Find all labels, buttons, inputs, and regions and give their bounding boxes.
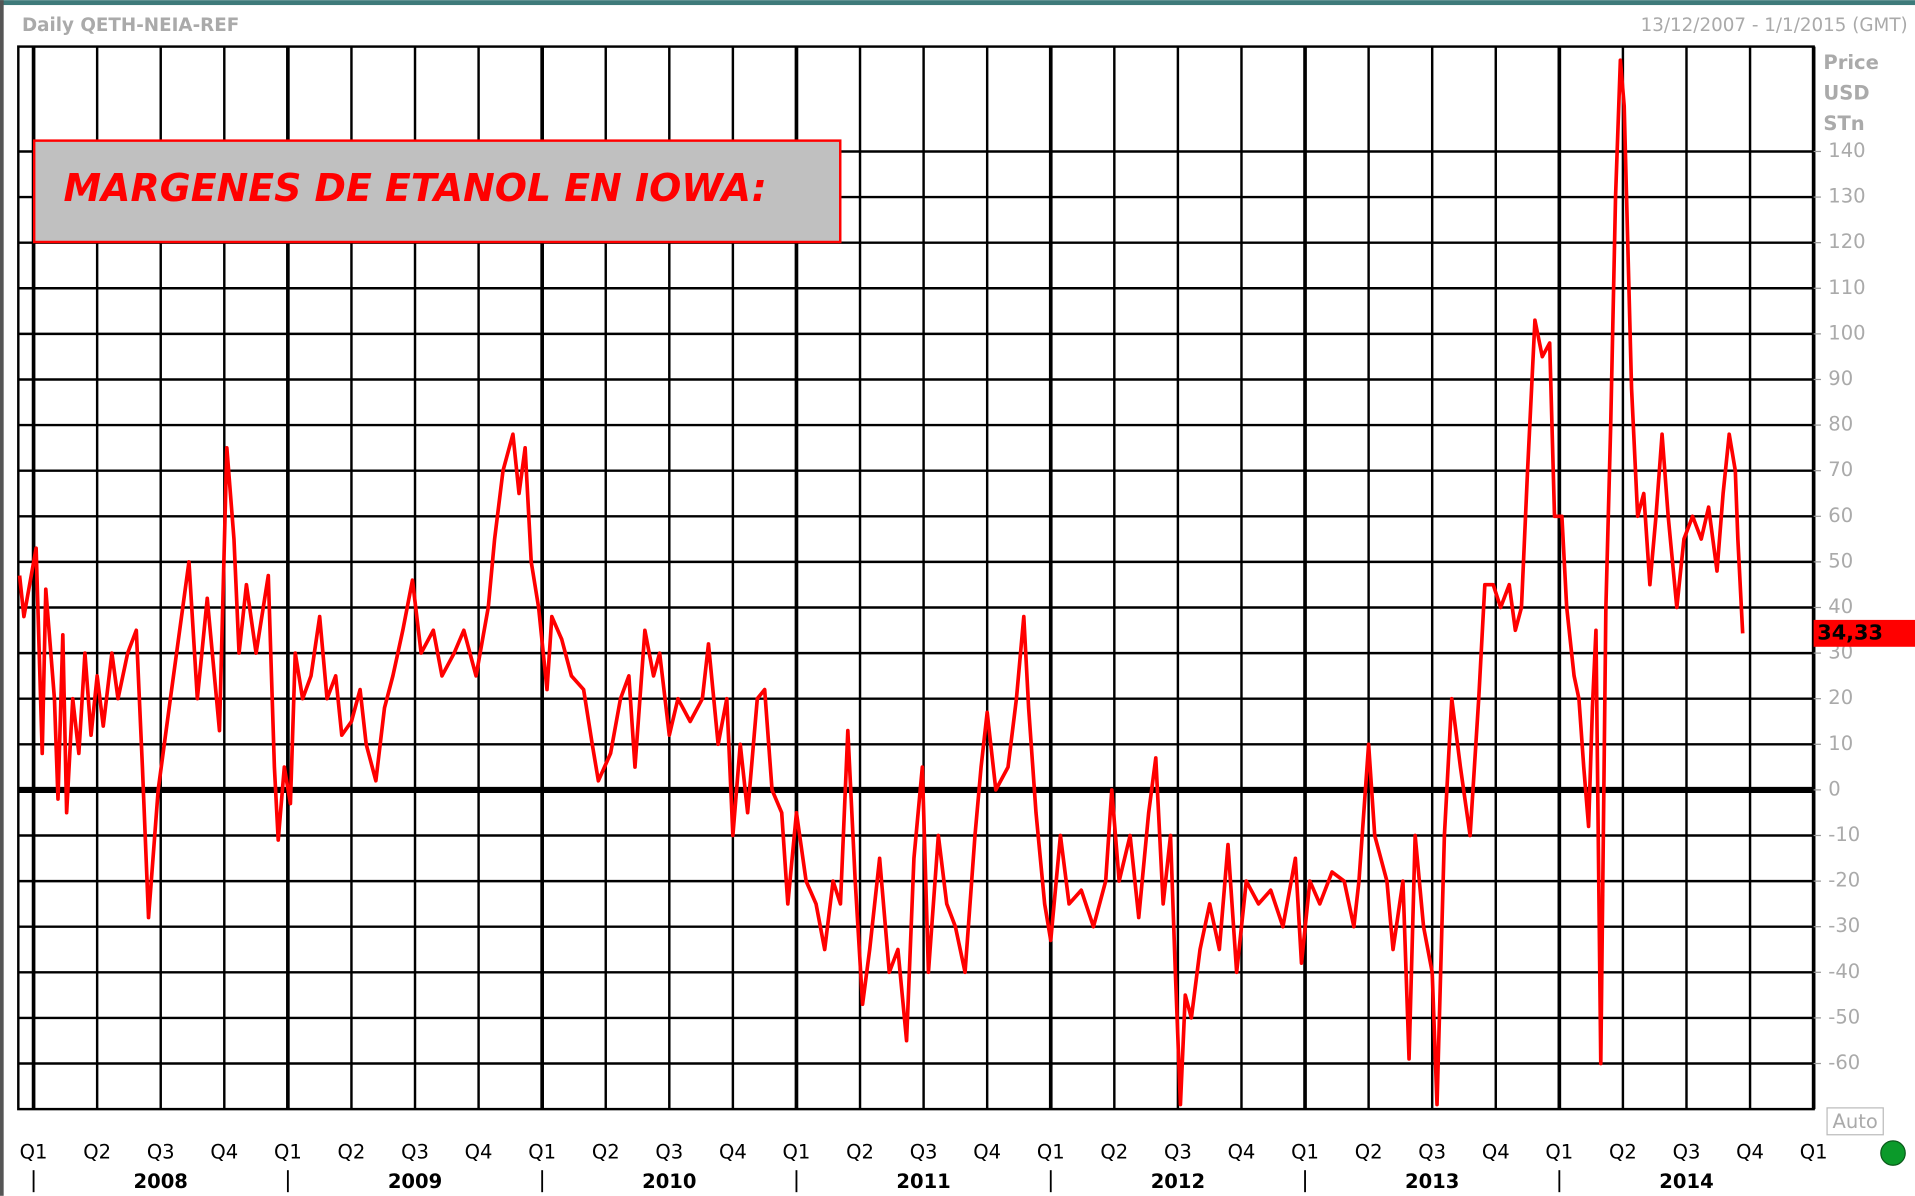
auto-button[interactable] xyxy=(1826,1107,1884,1136)
x-tick-label: Q2 xyxy=(1355,1141,1383,1164)
year-label: 2011 xyxy=(896,1170,950,1193)
year-label: 2012 xyxy=(1151,1170,1205,1193)
status-indicator xyxy=(1880,1140,1906,1166)
y-tick-label: -50 xyxy=(1828,1005,1860,1028)
x-tick-label: Q2 xyxy=(338,1141,366,1164)
x-tick-label: Q1 xyxy=(1545,1141,1573,1164)
y-tick-label: -10 xyxy=(1828,823,1860,846)
x-tick-label: Q2 xyxy=(592,1141,620,1164)
x-tick-label: Q2 xyxy=(846,1141,874,1164)
y-tick-label: 0 xyxy=(1828,777,1840,800)
y-label: USD xyxy=(1823,82,1869,105)
x-tick-label: Q4 xyxy=(1736,1141,1764,1164)
year-label: 2009 xyxy=(388,1170,442,1193)
x-tick-label: Q2 xyxy=(1100,1141,1128,1164)
y-tick-label: 60 xyxy=(1828,504,1853,527)
y-tick-label: 140 xyxy=(1828,139,1865,162)
y-tick-label: 130 xyxy=(1828,185,1865,208)
chart-title: MARGENES DE ETANOL EN IOWA: xyxy=(64,166,767,210)
top-border xyxy=(0,0,1915,6)
x-tick-label: Q3 xyxy=(655,1141,683,1164)
plot-area xyxy=(17,45,1816,1111)
x-tick-label: Q1 xyxy=(528,1141,556,1164)
x-tick-label: Q1 xyxy=(1291,1141,1319,1164)
y-tick-label: 70 xyxy=(1828,458,1853,481)
last-value-tag xyxy=(1813,619,1915,647)
y-tick-label: 100 xyxy=(1828,321,1865,344)
x-tick-label: Q1 xyxy=(274,1141,302,1164)
year-label: 2008 xyxy=(134,1170,188,1193)
x-tick-label: Q1 xyxy=(1800,1141,1828,1164)
y-tick-label: -40 xyxy=(1828,960,1860,983)
y-label: STn xyxy=(1823,112,1864,135)
year-label: 2014 xyxy=(1659,1170,1713,1193)
x-tick-label: Q3 xyxy=(1418,1141,1446,1164)
x-tick-label: Q1 xyxy=(1037,1141,1065,1164)
year-label: 2013 xyxy=(1405,1170,1459,1193)
year-label: 2010 xyxy=(642,1170,696,1193)
last-value-label: 34,33 xyxy=(1817,620,1883,644)
y-tick-label: 10 xyxy=(1828,732,1853,755)
auto-button-label[interactable]: Auto xyxy=(1832,1110,1877,1133)
y-label: Price xyxy=(1823,51,1878,74)
x-tick-label: Q3 xyxy=(1673,1141,1701,1164)
y-tick-label: 90 xyxy=(1828,367,1853,390)
x-tick-label: Q4 xyxy=(719,1141,747,1164)
y-tick-label: 20 xyxy=(1828,686,1853,709)
y-tick-label: -30 xyxy=(1828,914,1860,937)
y-tick-label: 120 xyxy=(1828,230,1865,253)
x-tick-label: Q1 xyxy=(20,1141,48,1164)
title-box xyxy=(32,139,842,244)
y-tick-label: -20 xyxy=(1828,869,1860,892)
x-tick-label: Q4 xyxy=(210,1141,238,1164)
x-tick-label: Q3 xyxy=(401,1141,429,1164)
x-tick-label: Q4 xyxy=(973,1141,1001,1164)
x-tick-label: Q4 xyxy=(1482,1141,1510,1164)
header: Daily QETH-NEIA-REF xyxy=(22,15,239,36)
line-series xyxy=(17,58,1745,1107)
x-tick-label: Q1 xyxy=(783,1141,811,1164)
x-tick-label: Q2 xyxy=(1609,1141,1637,1164)
y-tick-label: 40 xyxy=(1828,595,1853,618)
date-range: 13/12/2007 - 1/1/2015 (GMT) xyxy=(1641,15,1908,36)
y-tick-label: 110 xyxy=(1828,276,1865,299)
x-tick-label: Q4 xyxy=(1228,1141,1256,1164)
left-border xyxy=(0,0,4,1196)
y-tick-label: 50 xyxy=(1828,549,1853,572)
x-tick-label: Q4 xyxy=(465,1141,493,1164)
y-tick-label: 80 xyxy=(1828,413,1853,436)
x-tick-label: Q2 xyxy=(83,1141,111,1164)
x-tick-label: Q3 xyxy=(1164,1141,1192,1164)
x-tick-label: Q3 xyxy=(910,1141,938,1164)
y-tick-label: -60 xyxy=(1828,1051,1860,1074)
x-tick-label: Q3 xyxy=(147,1141,175,1164)
